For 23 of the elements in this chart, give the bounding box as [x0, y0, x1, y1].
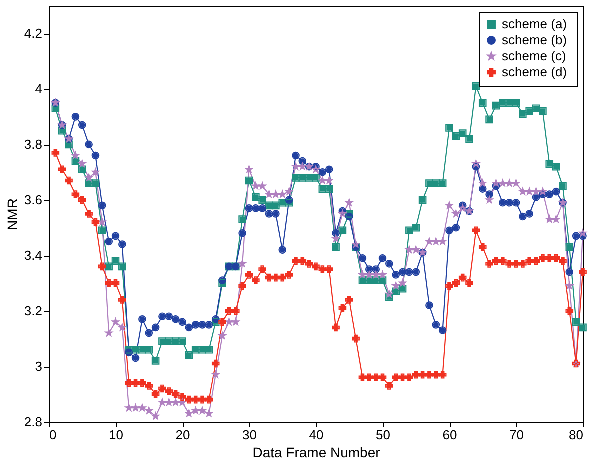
y-tick-label: 3: [35, 359, 42, 374]
y-tick-label: 3.6: [24, 192, 42, 208]
legend-label: scheme (d): [502, 64, 568, 80]
legend-label: scheme (a): [502, 16, 568, 32]
x-tick-label: 60: [442, 428, 458, 442]
y-tick-label: 2.8: [24, 414, 42, 430]
y-tick-label: 3.8: [24, 137, 42, 152]
y-tick-label: 3.4: [24, 248, 42, 264]
x-tick-label: 0: [50, 428, 57, 442]
x-tick-label: 10: [109, 428, 124, 442]
y-axis-title: NMR: [4, 198, 20, 230]
x-tick-label: 30: [242, 428, 257, 442]
x-tick-label: 50: [376, 428, 390, 442]
x-tick-label: 40: [309, 428, 324, 442]
x-tick-label: 20: [176, 428, 190, 442]
y-tick-label: 4: [35, 82, 42, 97]
legend-label: scheme (c): [502, 48, 566, 64]
y-tick-label: 4.2: [24, 26, 42, 42]
x-axis-title: Data Frame Number: [252, 444, 381, 460]
legend-label: scheme (b): [502, 32, 568, 48]
x-tick-label: 80: [569, 428, 584, 442]
x-tick-label: 70: [510, 428, 524, 442]
y-tick-label: 3.2: [24, 304, 42, 319]
